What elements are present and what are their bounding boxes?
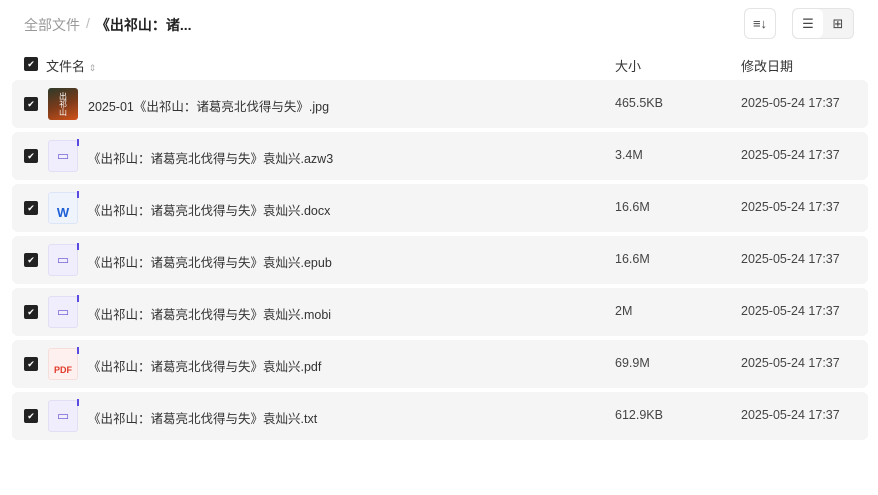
file-row[interactable]: ✔ PDF 《出祁山：诸葛亮北伐得与失》袁灿兴.pdf 69.9M 2025-0…: [12, 340, 868, 388]
row-checkbox[interactable]: ✔: [24, 149, 38, 163]
column-name[interactable]: 文件名 ⇕: [46, 59, 97, 74]
file-name[interactable]: 《出祁山：诸葛亮北伐得与失》袁灿兴.docx: [88, 204, 331, 218]
file-row[interactable]: ✔ ▭ 《出祁山：诸葛亮北伐得与失》袁灿兴.epub 16.6M 2025-05…: [12, 236, 868, 284]
breadcrumb: 全部文件 / 《出祁山：诸...: [24, 15, 192, 35]
file-date: 2025-05-24 17:37: [741, 200, 840, 214]
row-checkbox[interactable]: ✔: [24, 97, 38, 111]
breadcrumb-current: 《出祁山：诸...: [95, 17, 192, 33]
file-size: 3.4M: [615, 148, 643, 162]
file-row[interactable]: ✔ W 《出祁山：诸葛亮北伐得与失》袁灿兴.docx 16.6M 2025-05…: [12, 184, 868, 232]
file-name[interactable]: 《出祁山：诸葛亮北伐得与失》袁灿兴.txt: [88, 412, 318, 426]
row-checkbox[interactable]: ✔: [24, 201, 38, 215]
file-name[interactable]: 《出祁山：诸葛亮北伐得与失》袁灿兴.mobi: [88, 308, 332, 322]
file-date: 2025-05-24 17:37: [741, 408, 840, 422]
column-size: 大小: [615, 59, 642, 74]
list-view-icon[interactable]: ☰: [793, 9, 823, 38]
sort-icon: ≡↓: [752, 16, 768, 31]
grid-view-icon[interactable]: ⊞: [832, 15, 844, 31]
file-size: 16.6M: [615, 200, 650, 214]
table-header: ✔ 文件名 ⇕ 大小 修改日期: [0, 56, 878, 74]
file-size: 465.5KB: [615, 96, 663, 110]
select-all-checkbox[interactable]: ✔: [24, 57, 38, 71]
file-size: 16.6M: [615, 252, 650, 266]
column-date: 修改日期: [741, 59, 794, 74]
ebook-file-icon: ▭: [48, 139, 79, 172]
row-checkbox[interactable]: ✔: [24, 253, 38, 267]
file-size: 69.9M: [615, 356, 650, 370]
view-toggle: ☰ ⊞: [792, 8, 854, 39]
ebook-file-icon: ▭: [48, 243, 79, 276]
file-size: 612.9KB: [615, 408, 663, 422]
file-date: 2025-05-24 17:37: [741, 356, 840, 370]
file-row[interactable]: ✔ ▭ 《出祁山：诸葛亮北伐得与失》袁灿兴.mobi 2M 2025-05-24…: [12, 288, 868, 336]
pdf-file-icon: PDF: [48, 347, 79, 380]
sort-caret-icon: ⇕: [88, 63, 97, 73]
row-checkbox[interactable]: ✔: [24, 305, 38, 319]
sort-button[interactable]: ≡↓: [744, 8, 776, 39]
breadcrumb-root[interactable]: 全部文件: [24, 17, 80, 33]
file-name[interactable]: 《出祁山：诸葛亮北伐得与失》袁灿兴.epub: [88, 256, 332, 270]
file-name[interactable]: 2025-01《出祁山：诸葛亮北伐得与失》.jpg: [88, 100, 330, 114]
breadcrumb-separator: /: [86, 15, 90, 31]
file-date: 2025-05-24 17:37: [741, 304, 840, 318]
image-thumbnail: 出祁山: [48, 88, 78, 120]
file-row[interactable]: ✔ ▭ 《出祁山：诸葛亮北伐得与失》袁灿兴.azw3 3.4M 2025-05-…: [12, 132, 868, 180]
file-date: 2025-05-24 17:37: [741, 148, 840, 162]
file-name[interactable]: 《出祁山：诸葛亮北伐得与失》袁灿兴.pdf: [88, 360, 322, 374]
word-file-icon: W: [48, 191, 79, 224]
file-size: 2M: [615, 304, 633, 318]
row-checkbox[interactable]: ✔: [24, 357, 38, 371]
file-date: 2025-05-24 17:37: [741, 96, 840, 110]
file-row[interactable]: ✔ 出祁山 2025-01《出祁山：诸葛亮北伐得与失》.jpg 465.5KB …: [12, 80, 868, 128]
file-date: 2025-05-24 17:37: [741, 252, 840, 266]
file-row[interactable]: ✔ ▭ 《出祁山：诸葛亮北伐得与失》袁灿兴.txt 612.9KB 2025-0…: [12, 392, 868, 440]
file-name[interactable]: 《出祁山：诸葛亮北伐得与失》袁灿兴.azw3: [88, 152, 334, 166]
ebook-file-icon: ▭: [48, 399, 79, 432]
ebook-file-icon: ▭: [48, 295, 79, 328]
row-checkbox[interactable]: ✔: [24, 409, 38, 423]
